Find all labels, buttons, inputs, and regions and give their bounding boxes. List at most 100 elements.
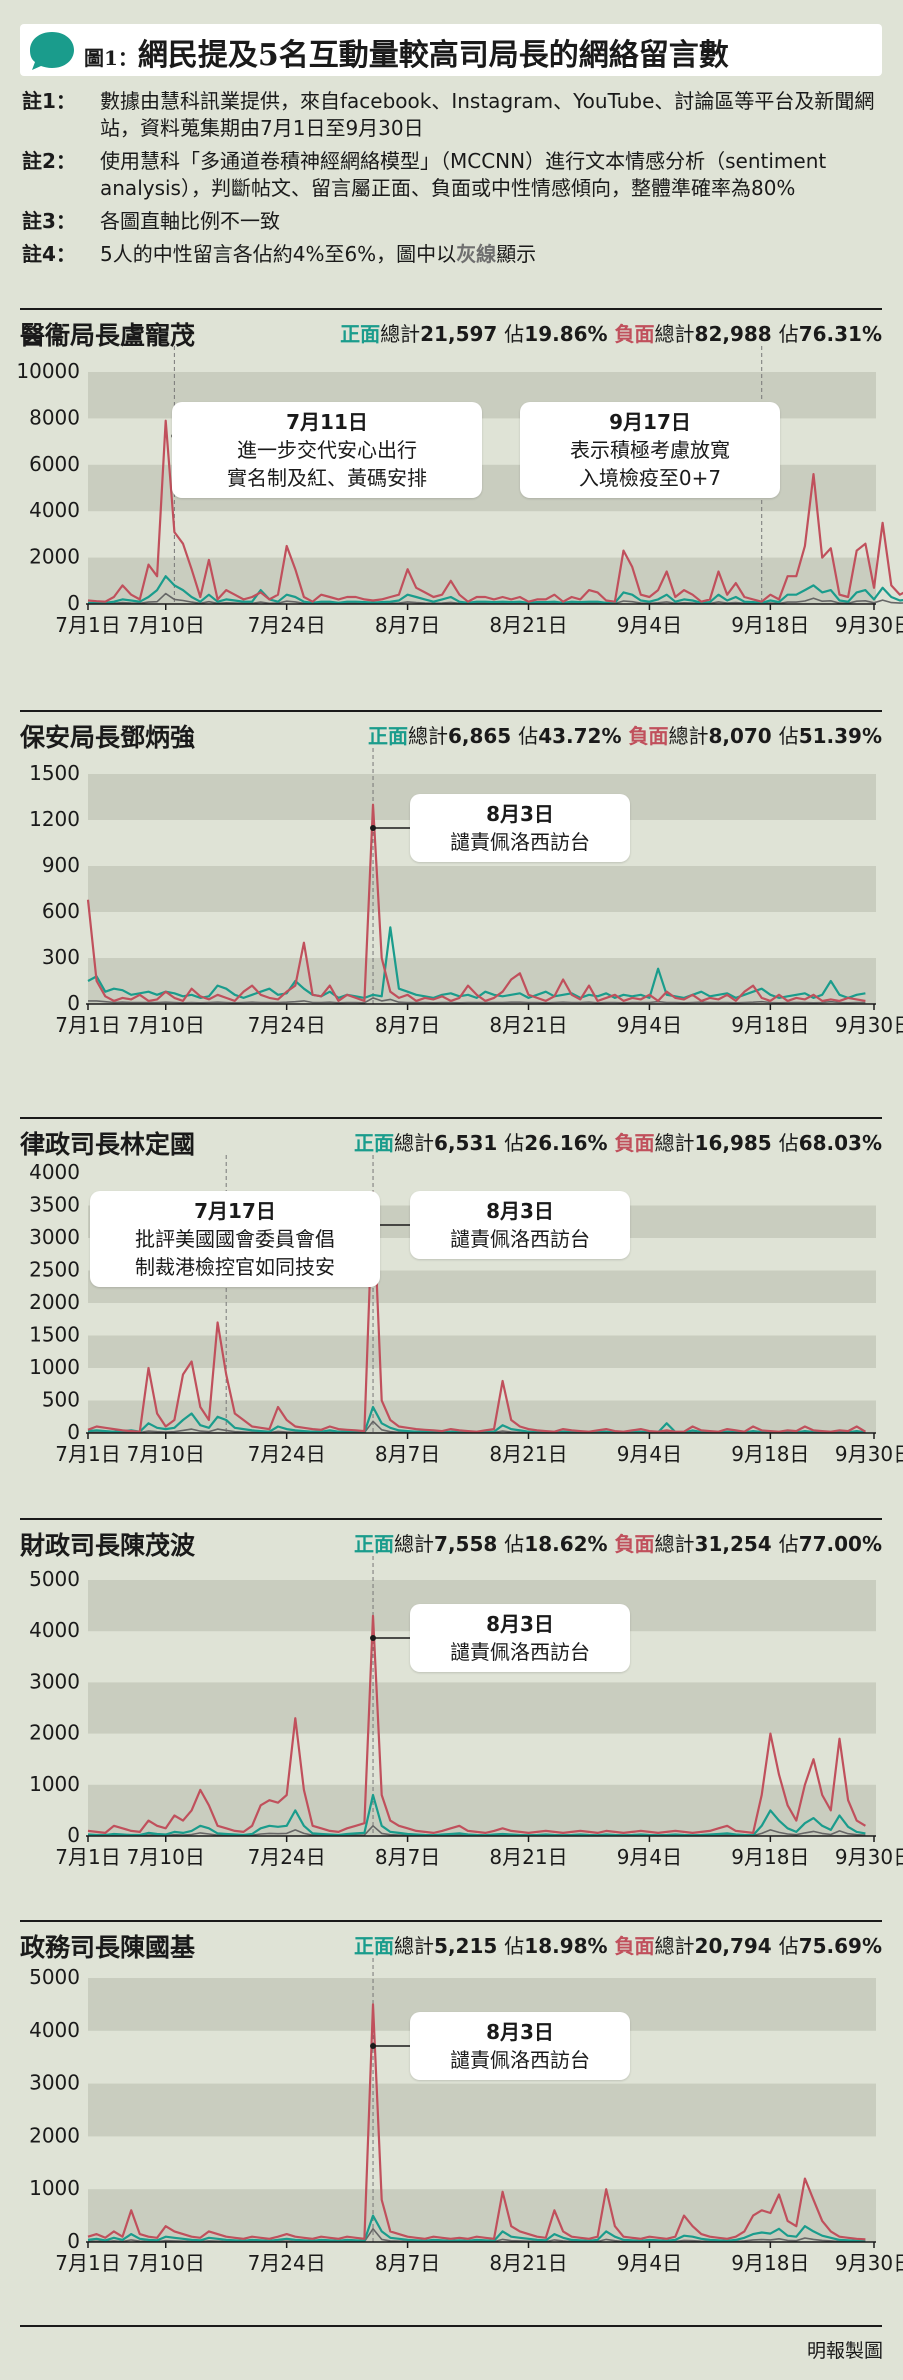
- note-text-after: 顯示: [496, 242, 537, 266]
- series-line-negative: [87, 419, 903, 603]
- line-chart: 0 300 600 900 1200 1500 7月1日 7月10日 7月24日 8月7日 8月21…: [29, 748, 903, 1037]
- negative-label: 負面: [614, 1934, 655, 1958]
- annotation-callout: 7月17日批評美國國會委員會倡 制裁港檢控官如同技安: [90, 1191, 380, 1287]
- annotation-text: 制裁港檢控官如同技安: [135, 1255, 335, 1279]
- grid-band: [88, 1784, 876, 1836]
- chart-header: 醫衞局長盧寵茂 正面總計21,597 佔19.86% 負面總計82,988 佔76…: [20, 308, 882, 350]
- y-tick-label: 1000: [29, 1772, 80, 1796]
- grid-band: [88, 866, 876, 912]
- chart-title: 財政司長陳茂波: [20, 1531, 196, 1560]
- positive-share: 26.16%: [524, 1131, 615, 1155]
- negative-total-label: 總計: [668, 724, 709, 748]
- positive-share: 18.98%: [524, 1934, 615, 1958]
- negative-total-label: 總計: [654, 1131, 695, 1155]
- annotation-date: 7月17日: [194, 1199, 276, 1223]
- annotation-text: 譴責佩洛西訪台: [450, 2048, 590, 2072]
- line-chart: 0 1000 2000 3000 4000 5000 7月1日 7月10日 7月24日 8月7日 8…: [29, 1958, 903, 2275]
- positive-label: 正面: [340, 322, 381, 346]
- x-tick-label: 8月7日: [375, 1845, 440, 1869]
- annotation-callout: 8月3日 譴責佩洛西訪台: [410, 794, 630, 862]
- footer-credit: 明報製圖: [806, 2340, 883, 2362]
- series-line-negative: [87, 2003, 866, 2241]
- annotation-dot: [370, 1635, 377, 1641]
- x-tick-label: 8月21日: [489, 1013, 567, 1037]
- y-tick-label: 500: [42, 1388, 80, 1412]
- positive-share-label: 佔: [504, 322, 525, 346]
- note-4: 註4： 5人的中性留言各佔約4%至6%，圖中以灰線顯示: [22, 241, 884, 268]
- chart-title: 保安局長鄧炳強: [20, 723, 196, 752]
- y-tick-label: 8000: [29, 405, 80, 429]
- x-tick-label: 7月1日: [55, 1442, 120, 1466]
- annotation-date: 8月3日: [486, 2020, 554, 2044]
- x-tick-label: 9月18日: [731, 2251, 809, 2275]
- notes: 註1： 數據由慧科訊業提供，來自facebook、Instagram、YouTu…: [22, 88, 884, 274]
- y-tick-label: 5000: [29, 1567, 80, 1591]
- annotation-text: 批評美國國會委員會倡: [135, 1227, 335, 1251]
- negative-total: 82,988: [694, 322, 779, 346]
- line-chart: 0 2000 4000 6000 8000 10000 7月1日 7月10日 7月24日 8月7日…: [16, 346, 903, 637]
- y-tick-label: 5000: [29, 1965, 80, 1989]
- annotation-callout: 8月3日 譴責佩洛西訪台: [410, 1191, 630, 1259]
- positive-share-label: 佔: [504, 1131, 525, 1155]
- x-tick-label: 9月18日: [731, 1442, 809, 1466]
- annotation-dot: [370, 2043, 377, 2049]
- negative-share: 68.03%: [798, 1131, 882, 1155]
- y-tick-label: 2500: [29, 1258, 80, 1282]
- negative-share-label: 佔: [778, 724, 799, 748]
- negative-share-label: 佔: [778, 1934, 799, 1958]
- line-chart: 0 1000 2000 3000 4000 5000 7月1日 7月10日 7月24日 8月7日 8…: [29, 1556, 903, 1869]
- x-tick-label: 9月30日: [835, 2251, 903, 2275]
- positive-label: 正面: [354, 1131, 395, 1155]
- positive-total-label: 總計: [394, 1131, 435, 1155]
- x-tick-label: 9月18日: [731, 1845, 809, 1869]
- x-tick-label: 7月24日: [248, 613, 326, 637]
- negative-total-label: 總計: [654, 1532, 695, 1556]
- y-tick-label: 4000: [29, 498, 80, 522]
- negative-share: 76.31%: [798, 322, 882, 346]
- y-tick-label: 1500: [29, 1323, 80, 1347]
- x-tick-label: 9月18日: [731, 1013, 809, 1037]
- grid-band: [88, 2189, 876, 2242]
- x-tick-label: 8月7日: [375, 1013, 440, 1037]
- note-label: 註1：: [22, 89, 76, 113]
- annotation-text: 實名制及紅、黃碼安排: [227, 466, 427, 490]
- positive-total: 6,865: [447, 724, 519, 748]
- x-tick-label: 7月10日: [127, 2251, 205, 2275]
- x-tick-label: 9月30日: [835, 1845, 903, 1869]
- chart-panel: 財政司長陳茂波 正面總計7,558 佔18.62% 負面總計31,254 佔77.…: [0, 1518, 903, 1886]
- y-tick-label: 3000: [29, 1669, 80, 1693]
- annotation-callout: 8月3日 譴責佩洛西訪台: [410, 1604, 630, 1672]
- chart-panel: 政務司長陳國基 正面總計5,215 佔18.98% 負面總計20,794 佔75.…: [0, 1920, 903, 2292]
- y-tick-label: 3000: [29, 2071, 80, 2095]
- y-tick-label: 900: [42, 853, 80, 877]
- annotation-callout: 8月3日譴責佩洛西訪台: [410, 2012, 630, 2080]
- x-tick-label: 8月21日: [489, 2251, 567, 2275]
- annotation-text: 譴責佩洛西訪台: [450, 1227, 590, 1251]
- chart-panel: 保安局長鄧炳強 正面總計6,865 佔43.72% 負面總計8,070 佔51.3…: [0, 710, 903, 1054]
- y-tick-label: 4000: [29, 2018, 80, 2042]
- chart-summary: 正面總計6,865 佔43.72% 負面總計8,070 佔51.39%: [368, 720, 882, 749]
- series-line-positive: [87, 926, 866, 999]
- note-text: 數據由慧科訊業提供，來自facebook、Instagram、YouTube、討…: [100, 89, 875, 140]
- positive-total: 21,597: [420, 322, 505, 346]
- chart-title: 律政司長林定國: [20, 1130, 196, 1159]
- x-tick-label: 7月24日: [248, 1013, 326, 1037]
- x-tick-label: 7月1日: [55, 1845, 120, 1869]
- negative-share-label: 佔: [778, 1131, 799, 1155]
- x-tick-label: 9月4日: [617, 1013, 682, 1037]
- positive-share: 18.62%: [524, 1532, 615, 1556]
- negative-label: 負面: [614, 1532, 655, 1556]
- positive-share: 43.72%: [538, 724, 629, 748]
- x-tick-label: 7月1日: [55, 1013, 120, 1037]
- chart-summary: 正面總計7,558 佔18.62% 負面總計31,254 佔77.00%: [354, 1528, 882, 1557]
- y-tick-label: 2000: [29, 2123, 80, 2147]
- y-tick-label: 2000: [29, 545, 80, 569]
- series-line-positive: [87, 575, 903, 605]
- annotation-date: 8月3日: [486, 1612, 554, 1636]
- x-tick-label: 7月10日: [127, 1845, 205, 1869]
- grid-band: [88, 2083, 876, 2137]
- x-tick-label: 9月30日: [835, 1013, 903, 1037]
- x-tick-label: 7月10日: [127, 1013, 205, 1037]
- positive-share-label: 佔: [518, 724, 539, 748]
- chart-header: 財政司長陳茂波 正面總計7,558 佔18.62% 負面總計31,254 佔77.…: [20, 1518, 882, 1560]
